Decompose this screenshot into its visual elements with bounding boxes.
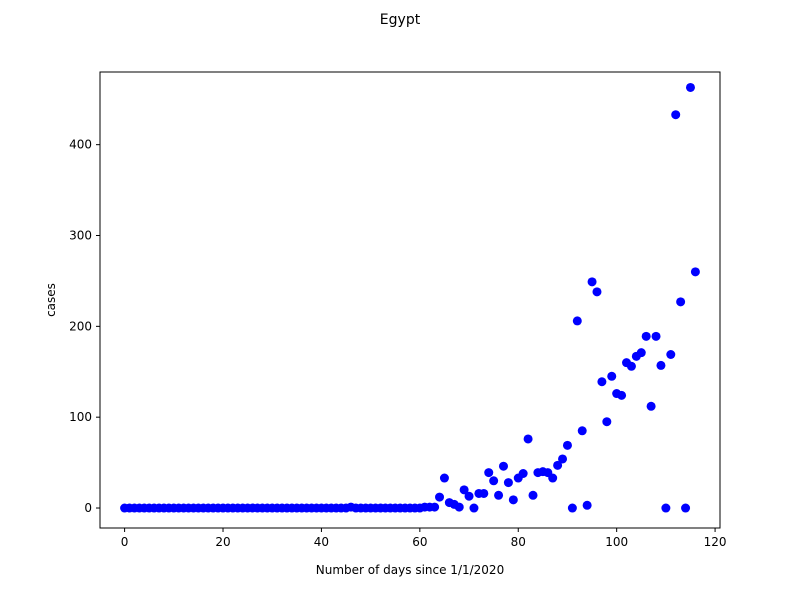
plot-frame — [99, 71, 721, 529]
x-tick-label: 0 — [121, 535, 129, 549]
data-point — [435, 492, 445, 502]
data-point — [464, 491, 474, 501]
data-point — [454, 502, 464, 512]
data-point — [636, 348, 646, 358]
data-point — [626, 361, 636, 371]
x-axis-label: Number of days since 1/1/2020 — [316, 563, 504, 577]
y-axis-ticks: 0 100 200 300 400 — [69, 138, 100, 515]
chart-title: Egypt — [380, 12, 421, 28]
data-point — [553, 460, 563, 470]
x-tick-label: 40 — [314, 535, 329, 549]
data-point — [666, 350, 676, 360]
data-point — [572, 316, 582, 326]
data-point — [607, 371, 617, 381]
data-point — [592, 287, 602, 297]
data-point — [651, 331, 661, 341]
data-point — [602, 417, 612, 427]
x-tick-label: 20 — [215, 535, 230, 549]
data-point — [582, 500, 592, 510]
x-tick-label: 100 — [605, 535, 628, 549]
data-point — [558, 454, 568, 464]
y-tick-label: 400 — [69, 138, 92, 152]
data-point — [489, 476, 499, 486]
data-point — [567, 503, 577, 513]
data-point — [439, 473, 449, 483]
y-tick-label: 100 — [69, 410, 92, 424]
data-point — [587, 277, 597, 287]
data-point — [577, 426, 587, 436]
data-point — [503, 478, 513, 488]
x-tick-label: 80 — [511, 535, 526, 549]
data-point — [528, 490, 538, 500]
y-tick-label: 300 — [69, 229, 92, 243]
x-axis-ticks: 0 20 40 60 80 100 120 — [121, 528, 727, 549]
data-point — [617, 390, 627, 400]
data-point — [690, 267, 700, 277]
data-point — [484, 468, 494, 478]
data-point — [548, 473, 558, 483]
data-point — [641, 331, 651, 341]
y-axis-label: cases — [44, 283, 58, 317]
y-tick-label: 200 — [69, 319, 92, 333]
data-point — [518, 468, 528, 478]
data-point — [661, 503, 671, 513]
data-point — [479, 488, 489, 498]
data-point — [459, 485, 469, 495]
data-points — [120, 82, 700, 513]
data-point — [469, 503, 479, 513]
data-point — [671, 110, 681, 120]
x-tick-label: 120 — [704, 535, 727, 549]
data-point — [494, 490, 504, 500]
data-point — [656, 360, 666, 370]
data-point — [562, 440, 572, 450]
data-point — [676, 297, 686, 307]
x-tick-label: 60 — [412, 535, 427, 549]
data-point — [508, 495, 518, 505]
data-point — [597, 377, 607, 387]
data-point — [646, 401, 656, 411]
data-point — [430, 502, 440, 512]
data-point — [498, 461, 508, 471]
y-tick-label: 0 — [84, 501, 92, 515]
data-point — [681, 503, 691, 513]
data-point — [523, 434, 533, 444]
data-point — [685, 82, 695, 92]
